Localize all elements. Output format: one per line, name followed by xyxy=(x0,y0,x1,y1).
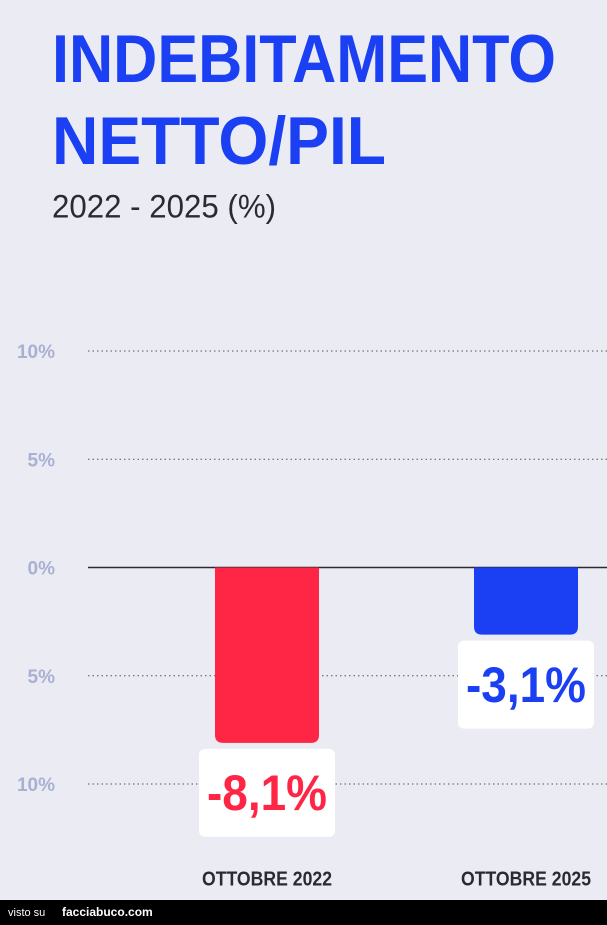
chart-subtitle: 2022 - 2025 (%) xyxy=(52,188,276,224)
bar xyxy=(474,567,578,635)
footer-text: visto su xyxy=(8,907,45,919)
footer-bar xyxy=(0,900,607,925)
y-tick-label: 5% xyxy=(28,450,56,471)
footer-site: facciabuco.com xyxy=(62,905,153,919)
chart-title: NETTO/PIL xyxy=(52,103,386,179)
x-tick-label: OTTOBRE 2022 xyxy=(202,868,332,890)
y-tick-label: 10% xyxy=(17,342,55,363)
value-label: -3,1% xyxy=(466,657,586,713)
y-tick-label: 10% xyxy=(17,775,55,796)
y-tick-label: 5% xyxy=(28,667,56,688)
bar xyxy=(215,567,319,743)
y-tick-label: 0% xyxy=(28,559,56,580)
value-label-box xyxy=(458,640,594,729)
chart-title: INDEBITAMENTO xyxy=(52,21,556,97)
value-label: -8,1% xyxy=(207,765,327,821)
x-tick-label: OTTOBRE 2025 xyxy=(461,868,591,890)
value-label-box xyxy=(199,748,335,837)
